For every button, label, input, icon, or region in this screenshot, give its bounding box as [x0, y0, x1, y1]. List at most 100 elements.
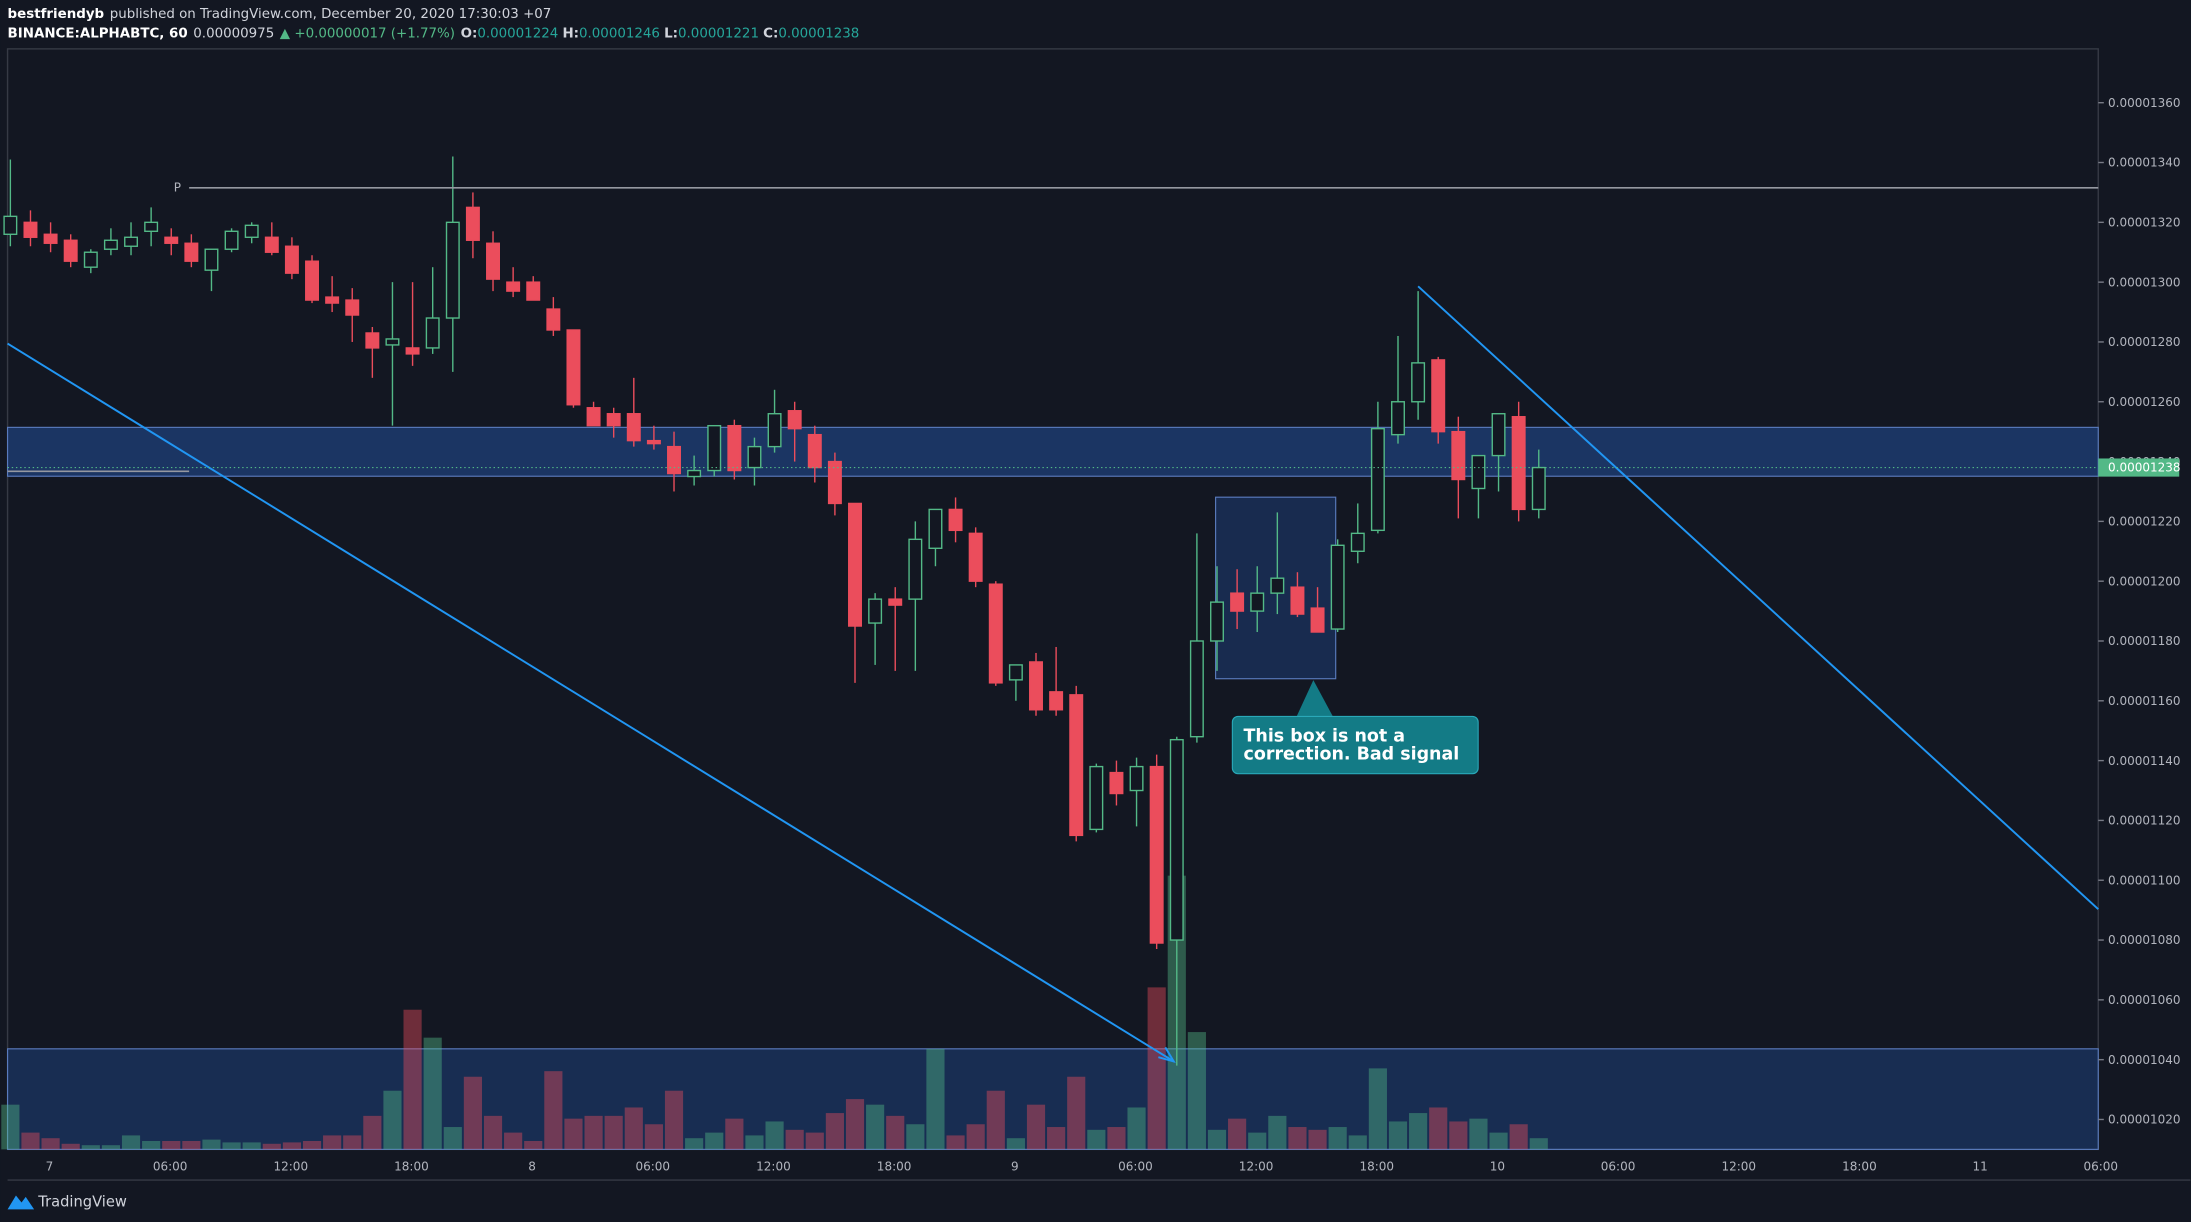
x-tick-label: 06:00	[1601, 1159, 1636, 1173]
ohlc-label: H:	[562, 27, 579, 42]
candle-body	[948, 508, 963, 532]
symbol: BINANCE:ALPHABTC, 60	[8, 27, 188, 42]
volume-bar	[1449, 1121, 1468, 1150]
volume-bar	[886, 1115, 905, 1150]
y-tick-label: 0.00001140	[2108, 754, 2181, 768]
candle-body	[868, 598, 883, 624]
candle-body	[204, 248, 219, 271]
ohlc-label: O:	[461, 27, 478, 42]
ohlc-label: C:	[763, 27, 778, 42]
y-tick-label: 0.00001280	[2108, 335, 2181, 349]
volume-bar	[1328, 1127, 1347, 1150]
volume-bar	[504, 1132, 523, 1150]
volume-bar	[705, 1132, 724, 1150]
volume-bar	[624, 1107, 643, 1150]
volume-bar	[463, 1076, 482, 1150]
y-tick-label: 0.00001120	[2108, 814, 2181, 828]
candle-body	[586, 407, 601, 427]
volume-bar	[1, 1104, 20, 1150]
volume-bar	[966, 1124, 985, 1150]
candle-body	[807, 433, 822, 469]
volume-bar	[805, 1132, 824, 1150]
candle-body	[43, 233, 58, 244]
candle-body	[325, 296, 340, 304]
y-tick-label: 0.00001160	[2108, 694, 2181, 708]
candle-body	[3, 215, 18, 235]
callout[interactable]	[1231, 715, 1479, 775]
volume-bar	[785, 1129, 804, 1150]
volume-bar	[363, 1115, 382, 1150]
candle-body	[1511, 416, 1526, 511]
y-tick-label: 0.00001220	[2108, 515, 2181, 529]
candle-body	[1270, 577, 1285, 594]
candle-body	[908, 538, 923, 600]
volume-bar	[61, 1143, 80, 1150]
volume-bar	[906, 1124, 925, 1150]
volume-bar	[1187, 1032, 1206, 1150]
candle-body	[23, 221, 38, 238]
volume-bar	[403, 1009, 422, 1150]
candle-body	[1189, 640, 1204, 738]
volume-bar	[1348, 1135, 1367, 1150]
candle-body	[1169, 738, 1184, 941]
y-tick-label: 0.00001180	[2108, 634, 2181, 648]
volume-bar	[1529, 1138, 1548, 1150]
publish-line: bestfriendyb published on TradingView.com…	[8, 7, 552, 22]
volume-bar	[725, 1118, 744, 1150]
candle-body	[1069, 694, 1084, 837]
ohlc-value: 0.00001246	[579, 27, 660, 42]
candle-body	[848, 502, 862, 627]
candle-body	[767, 413, 782, 448]
logo-icon	[7, 1195, 35, 1210]
volume-bar	[926, 1048, 945, 1150]
volume-zone[interactable]	[7, 1048, 2099, 1150]
volume-bar	[1147, 987, 1166, 1150]
change: ▲ +0.00000017 (+1.77%)	[280, 27, 455, 42]
candle-body	[103, 239, 118, 250]
volume-bar	[845, 1099, 865, 1150]
candle-body	[747, 445, 762, 469]
arrow-head	[1158, 1046, 1176, 1063]
candle-body	[124, 236, 139, 247]
candle-body	[667, 445, 681, 475]
candle-body	[1471, 454, 1486, 490]
logo: TradingView	[7, 1194, 127, 1211]
volume-bar	[423, 1037, 442, 1150]
volume-bar	[21, 1132, 40, 1150]
y-tick-label: 0.00001020	[2108, 1113, 2181, 1127]
candle-body	[1310, 607, 1325, 633]
volume-bar	[685, 1138, 704, 1150]
level-label: P	[174, 180, 181, 194]
volume-bar	[1509, 1124, 1528, 1150]
x-tick-label: 06:00	[1118, 1159, 1153, 1173]
candle-body	[1391, 401, 1405, 436]
candle-body	[1451, 430, 1466, 481]
volume-bar	[323, 1135, 342, 1150]
trend-line[interactable]	[7, 342, 1175, 1063]
candle-body	[1431, 359, 1446, 433]
trend-line[interactable]	[1417, 285, 2099, 910]
volume-bar	[182, 1140, 201, 1150]
price: 0.00000975	[193, 27, 274, 42]
volume-bar	[222, 1142, 241, 1150]
support-zone[interactable]	[7, 426, 2099, 477]
volume-bar	[1248, 1132, 1267, 1150]
x-tick-label: 18:00	[1359, 1159, 1394, 1173]
volume-bar	[1288, 1127, 1307, 1150]
ohlc-label: L:	[664, 27, 678, 42]
candle-body	[284, 245, 299, 274]
candle-body	[546, 308, 561, 331]
candle-body	[1350, 532, 1365, 552]
candle-body	[405, 347, 420, 355]
volume-bar	[443, 1127, 462, 1150]
candle-body	[1089, 765, 1104, 831]
volume-bar	[745, 1135, 764, 1150]
callout-text: This box is not a	[1244, 727, 1406, 747]
volume-bar	[343, 1135, 362, 1150]
volume-bar	[1489, 1132, 1508, 1150]
candle-body	[465, 206, 480, 241]
y-tick-label: 0.00001320	[2108, 216, 2181, 230]
candle-body	[486, 242, 501, 280]
